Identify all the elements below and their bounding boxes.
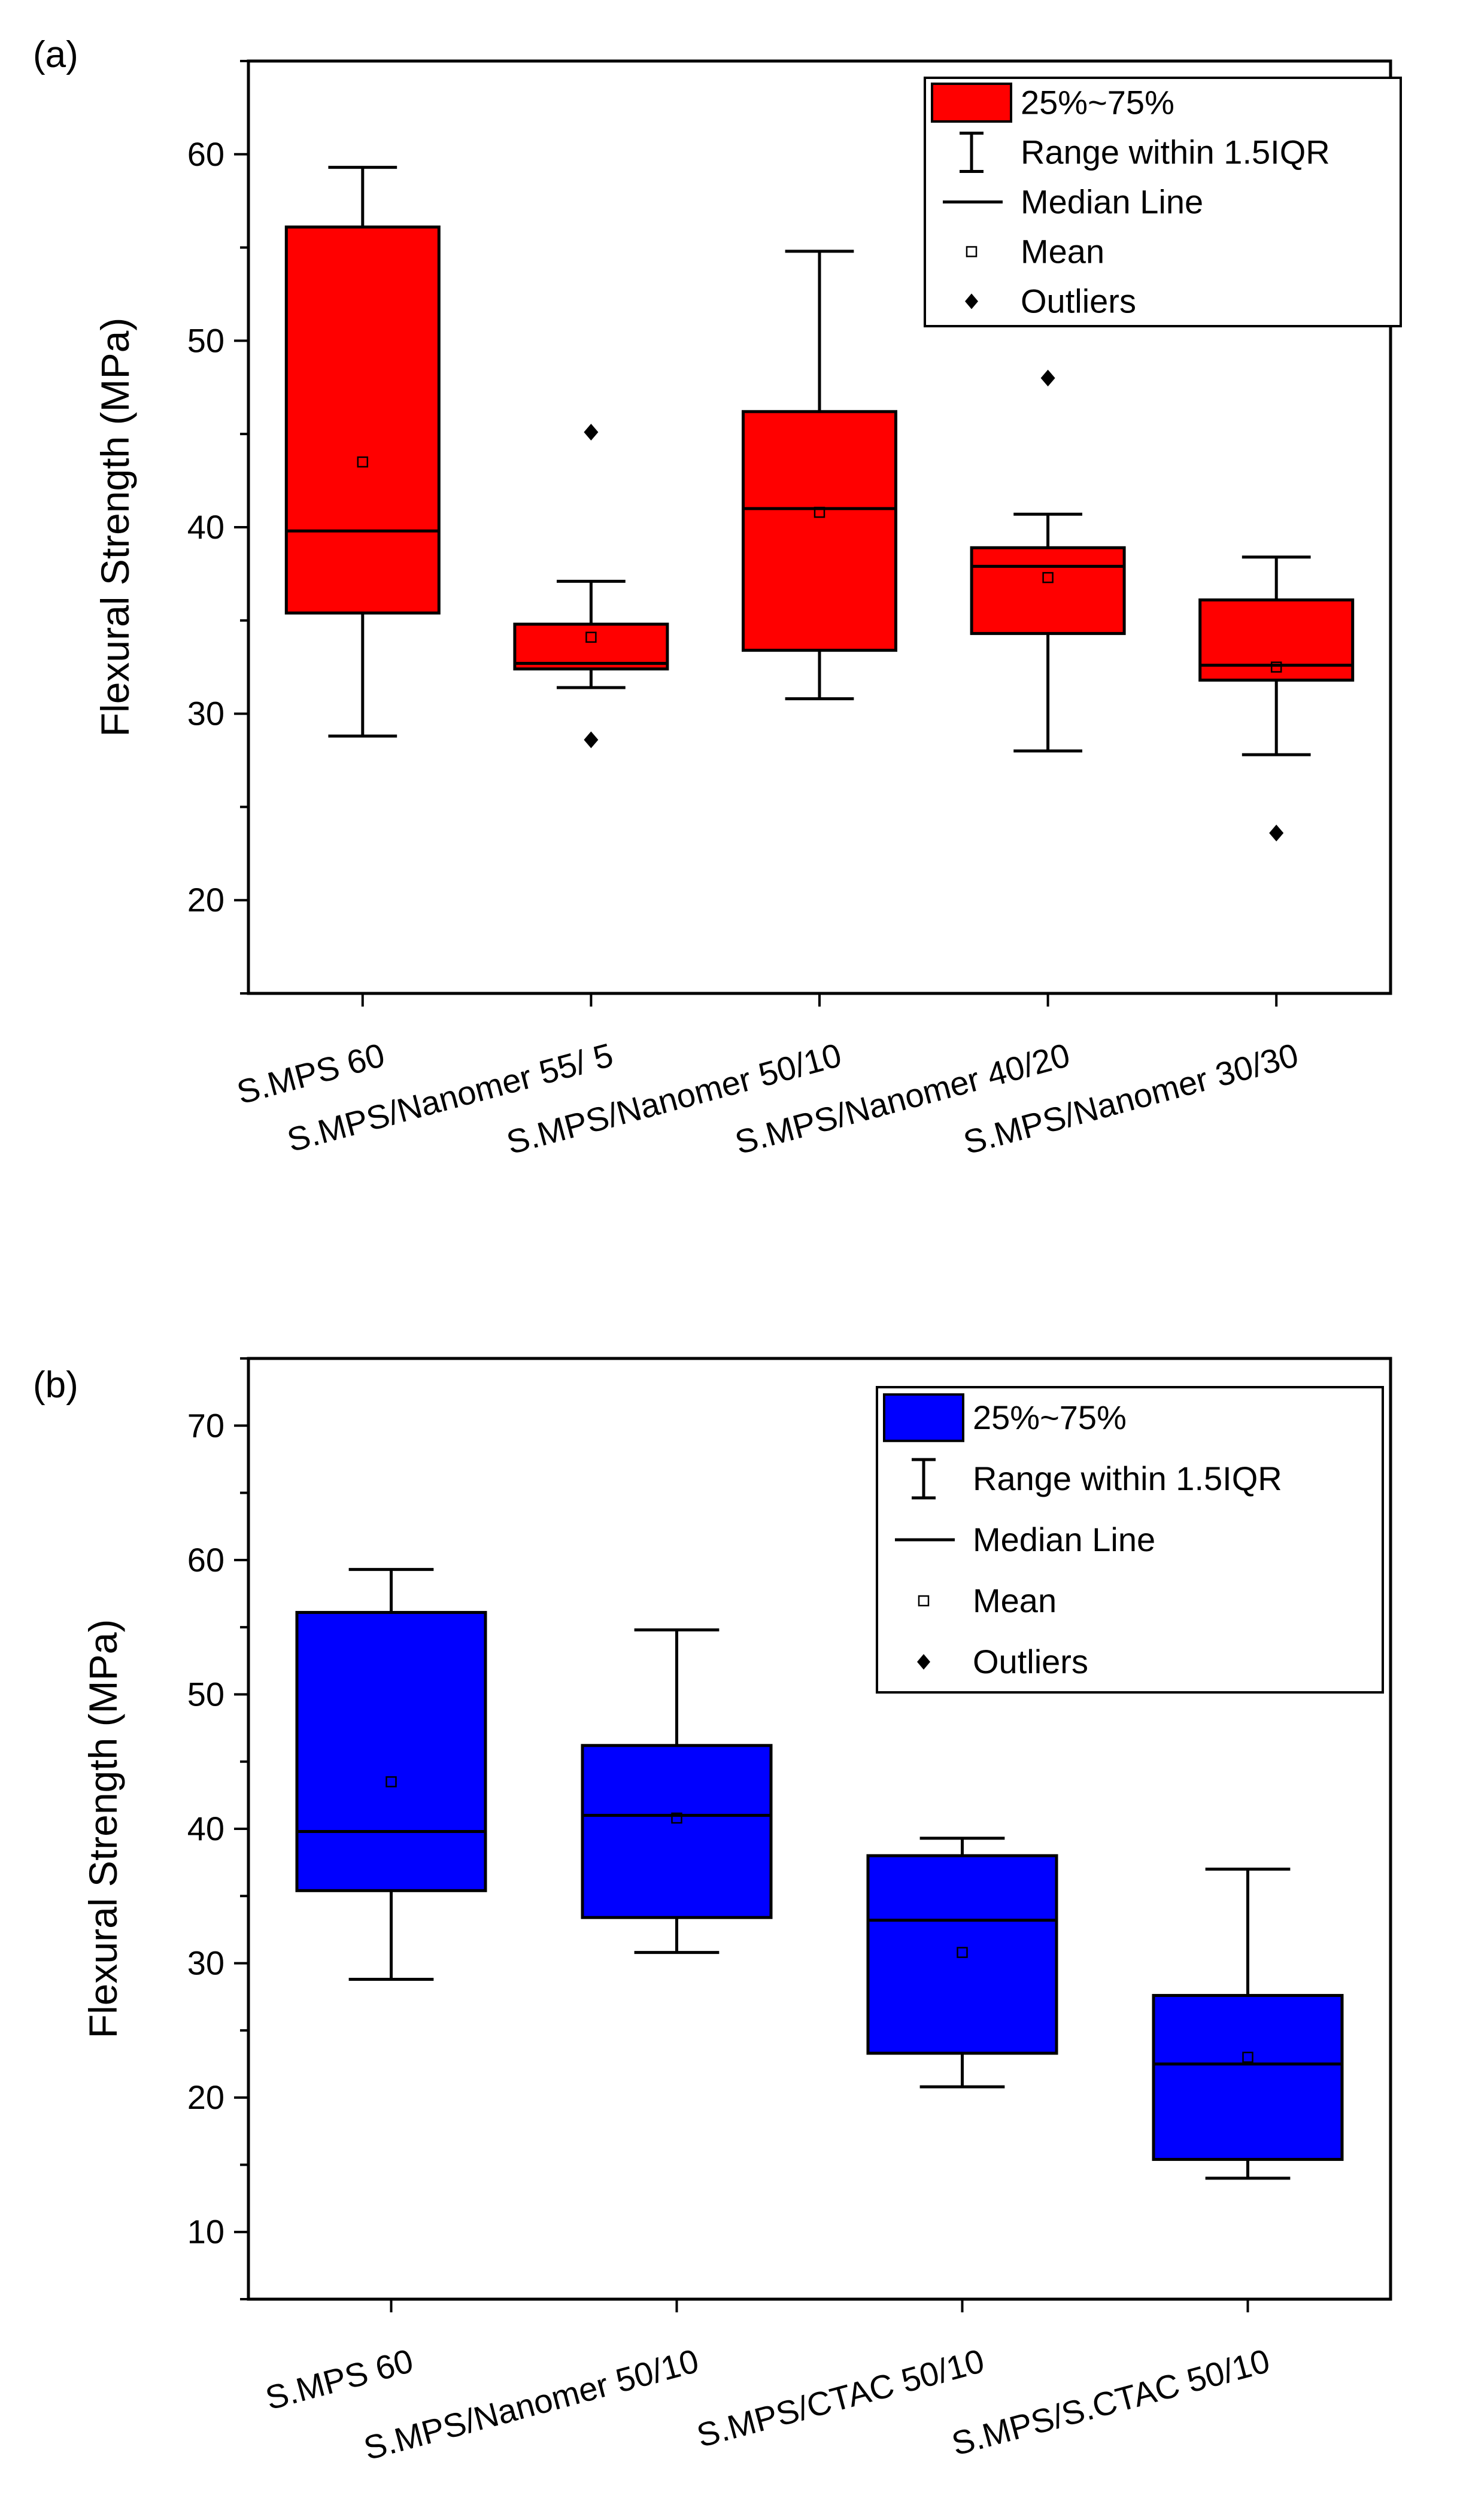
legend-outlier-symbol xyxy=(965,293,978,309)
legend-label-median: Median Line xyxy=(1021,183,1203,221)
legend-label-mean: Mean xyxy=(973,1582,1057,1619)
box-2 xyxy=(581,1628,773,1954)
legend-label-range: Range within 1.5IQR xyxy=(1021,133,1330,171)
y-tick-label: 50 xyxy=(187,321,224,359)
x-category-label: S.MPS 60 xyxy=(233,1036,388,1111)
legend-box-swatch xyxy=(883,1393,964,1442)
legend-outlier-symbol xyxy=(917,1654,930,1670)
y-tick-label: 10 xyxy=(187,2213,224,2251)
x-category-label: S.MPS 60 xyxy=(262,2342,417,2417)
box-1 xyxy=(295,1568,487,1981)
y-tick-label: 30 xyxy=(187,1944,224,1982)
y-tick-label: 40 xyxy=(187,508,224,546)
iqr-box xyxy=(284,225,441,615)
iqr-box xyxy=(1152,1993,1344,2161)
iqr-box xyxy=(513,622,669,671)
y-tick-label: 50 xyxy=(187,1675,224,1713)
mean-marker xyxy=(671,1812,682,1824)
y-axis-title: Flexural Strength (MPa) xyxy=(81,1619,125,2039)
y-axis-title: Flexural Strength (MPa) xyxy=(93,318,137,737)
legend-mean-symbol xyxy=(918,1595,930,1607)
outlier-marker xyxy=(1040,369,1055,387)
legend-label-outliers: Outliers xyxy=(973,1643,1088,1680)
y-tick-label: 20 xyxy=(187,881,224,919)
legend-label-outliers: Outliers xyxy=(1021,282,1136,320)
legend: 25%~75% Range within 1.5IQR Median Line Mea… xyxy=(924,77,1402,327)
legend-box-swatch xyxy=(931,82,1012,123)
legend-label-median: Median Line xyxy=(973,1521,1155,1558)
legend-label-box: 25%~75% xyxy=(973,1399,1127,1436)
plot-frame xyxy=(247,1357,1392,2301)
mean-marker xyxy=(1242,2051,1253,2063)
chart-panel-a: (a) 20 30 40 50 60 Flexural Strength (MPa) S.MP… xyxy=(33,34,1402,1162)
legend-mean-symbol xyxy=(966,246,978,257)
mean-marker xyxy=(585,631,597,643)
y-tick-label: 60 xyxy=(187,1541,224,1579)
box-5 xyxy=(1198,555,1355,842)
mean-marker xyxy=(357,456,369,468)
y-tick-label: 70 xyxy=(187,1406,224,1444)
outlier-marker xyxy=(1269,825,1284,842)
box-4 xyxy=(1152,1867,1344,2180)
mean-marker xyxy=(1270,661,1282,673)
iqr-box xyxy=(1198,598,1355,682)
panel-label: (a) xyxy=(33,34,78,75)
box-1 xyxy=(284,166,441,738)
chart-panel-b: (b) 10 20 30 40 50 60 70 Flexural Strength (MPa)… xyxy=(33,1357,1392,2467)
iqr-box xyxy=(970,546,1126,636)
iqr-box xyxy=(742,410,897,652)
mean-marker xyxy=(957,1947,968,1958)
legend-label-box: 25%~75% xyxy=(1021,84,1174,121)
legend: 25%~75% Range within 1.5IQR Median Line Mea… xyxy=(876,1386,1384,1694)
legend-label-range: Range within 1.5IQR xyxy=(973,1460,1282,1497)
panel-label: (b) xyxy=(33,1364,78,1406)
box-3 xyxy=(742,250,897,701)
mean-marker xyxy=(814,506,825,518)
mean-marker xyxy=(386,1776,397,1788)
y-tick-label: 60 xyxy=(187,135,224,173)
iqr-box xyxy=(866,1854,1058,2055)
y-tick-label: 40 xyxy=(187,1810,224,1847)
iqr-box xyxy=(295,1610,487,1892)
mean-marker xyxy=(1042,572,1054,583)
y-tick-label: 20 xyxy=(187,2078,224,2116)
box-3 xyxy=(866,1837,1058,2089)
outlier-marker xyxy=(584,731,599,749)
x-category-label: S.MPS/S.CTAC 50/10 xyxy=(948,2342,1273,2463)
box-4 xyxy=(970,369,1126,753)
x-category-label: S.MPS/CTAC 50/10 xyxy=(693,2342,988,2455)
plot-frame xyxy=(247,59,1392,995)
legend-label-mean: Mean xyxy=(1021,233,1104,270)
y-tick-label: 30 xyxy=(187,695,224,732)
box-2 xyxy=(513,424,669,749)
iqr-box xyxy=(581,1744,773,1919)
outlier-marker xyxy=(584,424,599,441)
